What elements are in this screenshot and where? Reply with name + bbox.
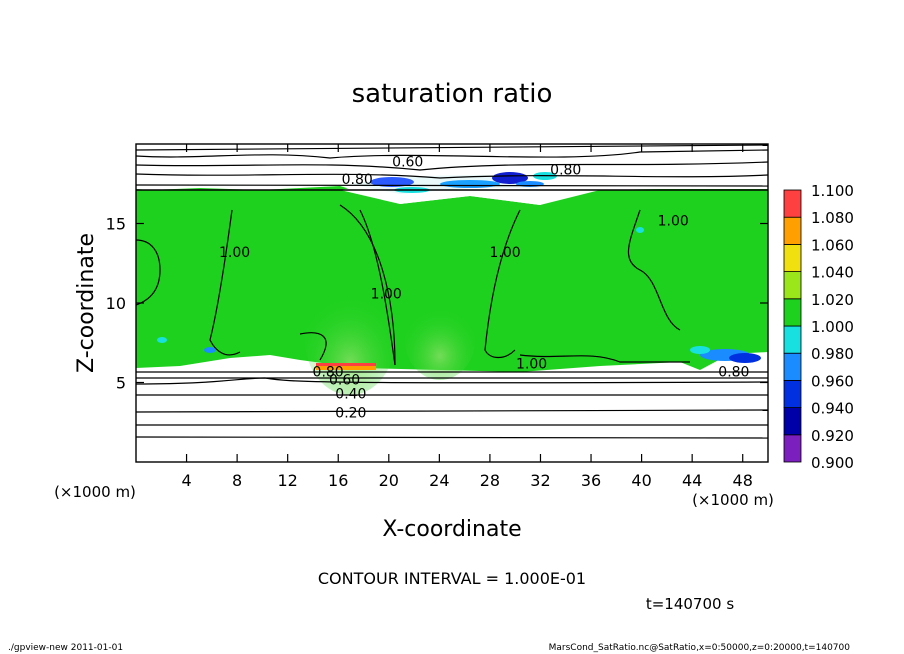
x-tick-label: 40 [631, 471, 651, 490]
colorbar-segment [783, 434, 802, 463]
colorbar-segment [783, 407, 802, 436]
y-axis: 5 10 15 [106, 215, 768, 393]
colorbar-label: 0.920 [811, 427, 854, 445]
time-stamp: t=140700 s [646, 595, 734, 613]
contour-label: 0.80 [550, 162, 581, 178]
contour-interval-text: CONTOUR INTERVAL = 1.000E-01 [318, 569, 586, 588]
contour-label: 0.60 [392, 154, 423, 170]
x-tick-label: 44 [682, 471, 702, 490]
colorbar-segment [783, 189, 802, 218]
x-tick-label: 32 [530, 471, 550, 490]
x-tick-label: 12 [278, 471, 298, 490]
colorbar-label: 1.060 [811, 236, 854, 254]
contour-label: 0.60 [329, 372, 360, 388]
colorbar-segment [783, 271, 802, 300]
colorbar-segment [783, 243, 802, 272]
colorbar-label: 0.980 [811, 345, 854, 363]
x-axis: 4 8 12 16 20 24 28 32 36 40 44 48 [181, 144, 753, 490]
x-unit-note-left: (×1000 m) [54, 483, 136, 501]
colorbar-label: 1.080 [811, 209, 854, 227]
x-tick-label: 36 [581, 471, 601, 490]
plume-highlight [405, 300, 475, 380]
x-unit-note-right: (×1000 m) [692, 491, 774, 509]
x-tick-label: 48 [733, 471, 753, 490]
saturated-region [136, 186, 768, 372]
colorbar-label: 1.040 [811, 264, 854, 282]
contour-label: 0.80 [718, 364, 749, 380]
lower-cloud-band [157, 227, 761, 363]
x-tick-label: 28 [480, 471, 500, 490]
colorbar-label: 0.900 [811, 454, 854, 472]
colorbar-label: 1.100 [811, 182, 854, 200]
contour-label: 0.40 [335, 387, 366, 403]
contour-label: 1.00 [658, 213, 689, 229]
contour-label: 1.00 [219, 245, 250, 261]
colorbar-label: 1.000 [811, 318, 854, 336]
colorbar-segment [783, 216, 802, 245]
contour-label: 1.00 [516, 356, 547, 372]
footer-left: ./gpview-new 2011-01-01 [8, 643, 123, 653]
contour-label: 1.00 [490, 245, 521, 261]
colorbar-segment [783, 298, 802, 327]
x-axis-label: X-coordinate [382, 517, 521, 542]
x-tick-label: 16 [328, 471, 348, 490]
contour-label: 0.80 [342, 172, 373, 188]
x-tick-label: 4 [181, 471, 191, 490]
colorbar: 0.900 0.920 0.940 0.960 0.980 1.000 1.020 1.040… [783, 182, 854, 472]
chart-title: saturation ratio [352, 79, 553, 109]
x-tick-label: 8 [232, 471, 242, 490]
footer-right: MarsCond_SatRatio.nc@SatRatio,x=0:50000,… [549, 643, 851, 653]
x-tick-label: 24 [429, 471, 449, 490]
y-axis-label: Z-coordinate [74, 233, 99, 373]
colorbar-label: 0.940 [811, 400, 854, 418]
colorbar-label: 1.020 [811, 291, 854, 309]
colorbar-segment [783, 379, 802, 408]
contour-label: 0.20 [335, 406, 366, 422]
plot-area [136, 144, 768, 462]
x-tick-label: 20 [379, 471, 399, 490]
contour-label: 0.80 [313, 364, 344, 380]
y-tick-label: 15 [106, 215, 126, 234]
contour-label: 1.00 [371, 286, 402, 302]
y-tick-label: 5 [116, 374, 126, 393]
supersaturation-hotspot [316, 366, 376, 370]
y-tick-label: 10 [106, 294, 126, 313]
colorbar-segment [783, 325, 802, 354]
colorbar-segment [783, 352, 802, 381]
colorbar-label: 0.960 [811, 372, 854, 390]
contour-labels: 0.60 0.800.801.001.001.001.001.00 0.800.80… [219, 154, 749, 421]
